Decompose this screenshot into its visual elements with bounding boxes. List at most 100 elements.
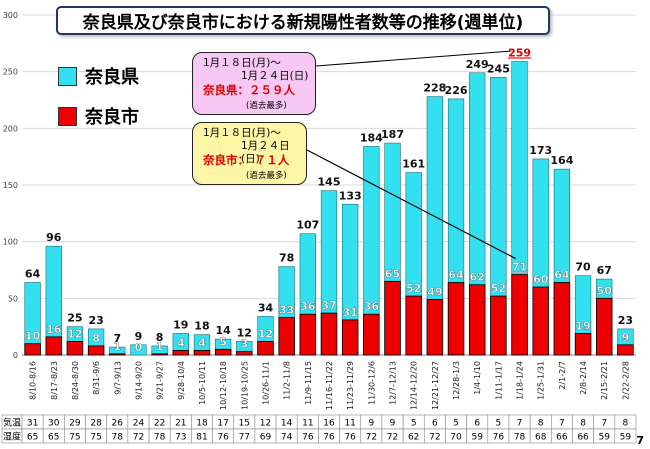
- x-tick-label: 2/15-2/21: [600, 361, 609, 400]
- data-label-prefecture: 12: [237, 326, 252, 339]
- data-label-city: 71: [512, 261, 527, 274]
- data-label-city: 64: [448, 268, 464, 281]
- weather-cell-value: 9: [390, 419, 396, 429]
- data-label-prefecture: 133: [339, 189, 362, 202]
- data-label-prefecture: 14: [215, 324, 231, 337]
- callout-prefecture-note: (過去最多): [246, 101, 287, 111]
- weather-cell-value: 14: [281, 419, 293, 429]
- data-label-city: 19: [575, 319, 590, 332]
- x-tick-label: 12/7-12/13: [389, 361, 398, 405]
- y-tick-label: 200: [3, 124, 18, 133]
- x-tick-label: 10/26-11/1: [261, 361, 270, 405]
- weather-cell-value: 59: [471, 433, 483, 443]
- y-tick-label: 250: [3, 68, 18, 77]
- bar-city: [172, 350, 190, 356]
- weather-cell-value: 73: [175, 433, 186, 443]
- weather-cell-value: 29: [69, 419, 81, 429]
- x-tick-label: 12/21-12/27: [431, 361, 440, 410]
- data-label-city: 5: [219, 335, 227, 348]
- weather-cell-value: 16: [323, 419, 335, 429]
- weather-cell-value: 72: [429, 433, 440, 443]
- callout-city-line2: 1月２４日(日): [241, 140, 290, 165]
- weather-cell-value: 76: [344, 433, 356, 443]
- data-label-prefecture: 226: [445, 84, 468, 97]
- bar-city: [257, 340, 274, 356]
- data-label-prefecture: 259: [508, 46, 531, 59]
- x-tick-label: 2/8-2/14: [579, 361, 588, 395]
- bar-city: [490, 295, 507, 356]
- legend-label-city: 奈良市: [85, 107, 139, 128]
- x-tick-label: 8/24-8/30: [71, 361, 80, 400]
- data-label-prefecture: 34: [258, 301, 274, 314]
- data-label-prefecture: 18: [194, 320, 209, 333]
- data-label-prefecture: 164: [550, 154, 573, 167]
- x-tick-label: 1/4-1/10: [473, 361, 482, 395]
- bar-city: [553, 282, 571, 356]
- weather-cell-value: 65: [27, 433, 38, 443]
- x-tick-label: 1/18-1/24: [516, 361, 525, 400]
- weather-cell-value: 31: [27, 419, 38, 429]
- weather-cell-value: 8: [538, 419, 544, 429]
- x-tick-label: 12/28-1/3: [452, 361, 461, 400]
- chart-title: 奈良県及び奈良市における新規陽性者数等の推移(週単位): [56, 6, 550, 35]
- callout-prefecture-max: 1月１８日(月)～ 1月２４日(日) 奈良県：２５９人 (過去最多): [192, 52, 316, 115]
- data-label-city: 4: [198, 336, 206, 349]
- bar-city: [278, 317, 295, 356]
- data-label-prefecture: 96: [46, 231, 62, 244]
- x-tick-label: 11/16-11/22: [325, 361, 334, 410]
- data-label-city: 31: [343, 306, 358, 319]
- bar-city: [193, 350, 211, 356]
- data-label-prefecture: 70: [575, 261, 591, 274]
- legend-item-city: 奈良市: [58, 103, 139, 129]
- weather-cell-value: 22: [154, 419, 165, 429]
- x-tick-label: 8/17-8/23: [50, 361, 59, 400]
- weather-cell-value: 72: [387, 433, 398, 443]
- weather-cell-value: 76: [323, 433, 335, 443]
- data-label-prefecture: 9: [135, 330, 143, 343]
- data-label-city: 49: [427, 285, 442, 298]
- bar-city: [299, 313, 317, 356]
- data-label-city: 64: [554, 268, 570, 281]
- weather-cell-value: 28: [90, 419, 102, 429]
- weather-cell-value: 78: [112, 433, 124, 443]
- data-label-city: 8: [92, 332, 100, 345]
- x-tick-label: 9/14-9/20: [134, 361, 143, 400]
- bar-city: [574, 333, 592, 356]
- y-tick-label: 0: [13, 351, 18, 360]
- data-label-prefecture: 173: [529, 144, 552, 157]
- data-label-city: 1: [156, 340, 164, 353]
- data-label-prefecture: 187: [381, 128, 404, 141]
- y-tick-label: 300: [3, 11, 18, 20]
- bar-city: [87, 345, 105, 356]
- weather-cell-value: 66: [577, 433, 589, 443]
- data-label-prefecture: 64: [25, 267, 41, 280]
- weather-cell-value: 69: [260, 433, 272, 443]
- callout-prefecture-line1: 1月１８日(月)～: [203, 57, 281, 69]
- weather-cell-value: 9: [368, 419, 374, 429]
- bar-city: [596, 297, 613, 356]
- weather-cell-value: 17: [217, 419, 228, 429]
- x-tick-label: 12/14-12/20: [410, 361, 419, 410]
- data-label-city: 16: [46, 323, 62, 336]
- data-label-prefecture: 145: [318, 176, 341, 189]
- bar-city: [66, 340, 84, 356]
- data-label-city: 60: [533, 273, 549, 286]
- data-label-city: 36: [364, 300, 380, 313]
- weather-cell-value: 72: [133, 433, 144, 443]
- weather-cell-value: 21: [175, 419, 186, 429]
- bar-city: [405, 295, 422, 356]
- weather-cell-value: 30: [48, 419, 60, 429]
- weather-cell-value: 6: [432, 419, 438, 429]
- callout-prefecture-line2: 1月２４日(日): [241, 70, 309, 82]
- legend-swatch-city: [58, 106, 77, 126]
- legend-label-prefecture: 奈良県: [85, 67, 139, 88]
- data-label-prefecture: 249: [466, 58, 489, 71]
- weather-cell-value: 24: [133, 419, 145, 429]
- data-label-city: 50: [597, 284, 613, 297]
- weather-cell-value: 12: [260, 419, 271, 429]
- data-label-prefecture: 78: [279, 252, 294, 265]
- data-label-city: 3: [240, 338, 248, 351]
- bar-city: [341, 319, 359, 356]
- x-tick-label: 9/28-10/4: [177, 361, 186, 400]
- bar-city: [214, 348, 232, 356]
